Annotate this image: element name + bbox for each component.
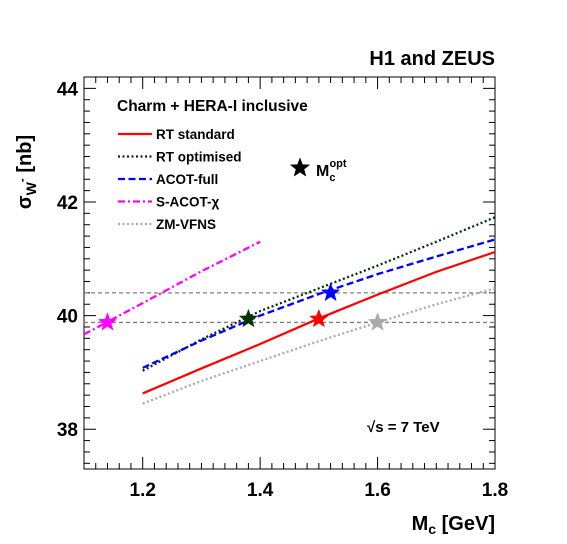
energy-annotation: √s = 7 TeV — [367, 419, 440, 436]
series-line-acot-full — [142, 238, 495, 369]
legend-label-s-acot: S-ACOT-χ — [156, 195, 219, 210]
chart-title: H1 and ZEUS — [369, 48, 495, 70]
chart-subtitle: Charm + HERA-I inclusive — [117, 98, 308, 115]
x-tick-label: 1.8 — [482, 480, 508, 501]
y-tick-label: 38 — [57, 420, 78, 441]
optimal-star-rt-optimised — [238, 308, 259, 328]
y-axis-label: σW- [nb] — [14, 135, 39, 209]
legend-label-rt-standard: RT standard — [156, 127, 235, 142]
x-tick-label: 1.2 — [130, 480, 156, 501]
y-tick-label: 42 — [57, 193, 78, 214]
plot-frame — [83, 76, 496, 470]
series-line-rt-optimised — [142, 216, 495, 372]
legend-label-rt-optimised: RT optimised — [156, 150, 242, 165]
x-tick-label: 1.6 — [364, 480, 390, 501]
x-axis-label: Mc [GeV] — [412, 513, 495, 537]
optimal-star-rt-standard — [309, 308, 329, 328]
optimal-star-acot-full — [320, 282, 341, 302]
series-line-s-acot — [84, 240, 261, 336]
series-line-zm-vfns — [142, 287, 495, 405]
y-tick-label: 40 — [57, 307, 78, 328]
legend-star-marker — [289, 157, 311, 177]
y-tick-label: 44 — [57, 79, 79, 100]
optimal-star-zm-vfns — [367, 312, 388, 331]
legend-star-label: Mcopt — [316, 158, 347, 184]
legend-label-acot-full: ACOT-full — [156, 172, 218, 187]
legend-label-zm-vfns: ZM-VFNS — [156, 217, 216, 232]
x-tick-label: 1.4 — [247, 480, 274, 501]
optimal-star-s-acot — [97, 312, 118, 331]
